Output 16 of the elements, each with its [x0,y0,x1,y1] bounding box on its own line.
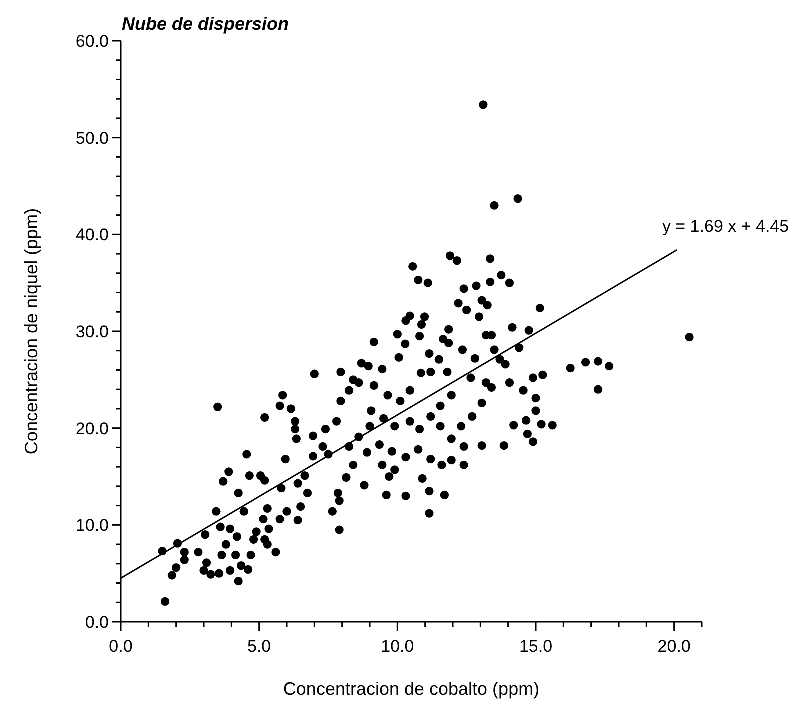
chart-title: Nube de dispersion [122,14,290,35]
x-axis-title: Concentracion de cobalto (ppm) [283,679,540,699]
x-tick-label: 5.0 [248,637,272,656]
y-tick-label: 40.0 [76,226,109,245]
x-tick-label: 10.0 [381,637,414,656]
y-tick-label: 10.0 [76,516,109,536]
x-tick-label: 0.0 [109,637,133,656]
y-tick-label: 0.0 [85,613,109,632]
y-tick-label: 50.0 [76,128,109,148]
x-tick-label: 20.0 [658,637,691,656]
y-axis-title: Concentracion de niquel (ppm) [21,208,42,455]
annotation: y = 1.69 x + 4.45 [662,217,790,236]
y-tick-label: 60.0 [76,32,109,51]
y-tick-label: 30.0 [76,322,109,342]
y-tick-label: 20.0 [76,419,109,438]
x-tick-label: 15.0 [519,637,553,656]
